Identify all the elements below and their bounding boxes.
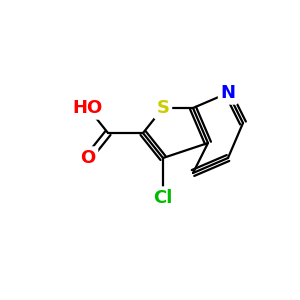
Text: S: S xyxy=(157,99,169,117)
Text: O: O xyxy=(80,149,96,167)
Text: N: N xyxy=(220,84,236,102)
Text: Cl: Cl xyxy=(153,189,173,207)
Text: HO: HO xyxy=(73,99,103,117)
